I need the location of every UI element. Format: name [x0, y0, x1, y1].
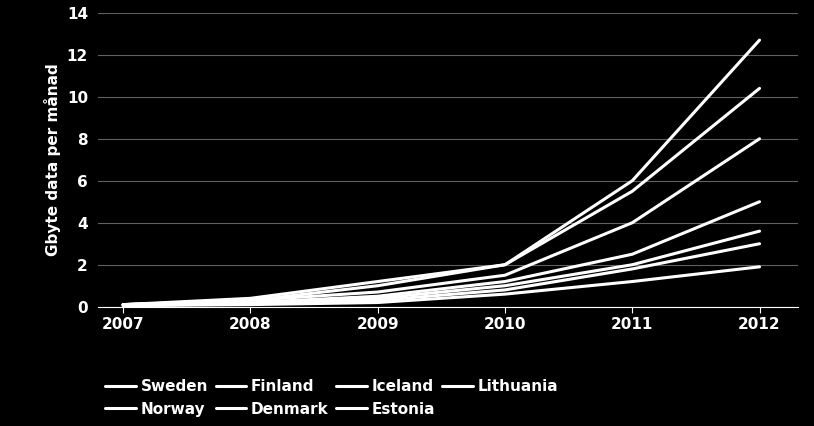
Denmark — [118, 302, 128, 307]
Finland — [246, 298, 256, 303]
Sweden — [373, 283, 383, 288]
Iceland — [755, 229, 764, 234]
Denmark — [755, 199, 764, 204]
Estonia — [373, 298, 383, 303]
Lithuania — [500, 291, 510, 296]
Finland — [500, 273, 510, 278]
Estonia — [246, 301, 256, 306]
Iceland — [246, 300, 256, 305]
Lithuania — [755, 264, 764, 269]
Iceland — [118, 302, 128, 307]
Line: Lithuania: Lithuania — [123, 267, 759, 306]
Denmark — [628, 252, 637, 257]
Line: Sweden: Sweden — [123, 40, 759, 305]
Sweden — [500, 262, 510, 267]
Norway — [628, 189, 637, 194]
Lithuania — [373, 300, 383, 305]
Estonia — [500, 288, 510, 293]
Estonia — [755, 241, 764, 246]
Sweden — [755, 37, 764, 43]
Finland — [118, 302, 128, 307]
Sweden — [246, 298, 256, 303]
Finland — [628, 220, 637, 225]
Finland — [373, 290, 383, 295]
Line: Finland: Finland — [123, 139, 759, 305]
Sweden — [118, 302, 128, 307]
Norway — [246, 296, 256, 301]
Denmark — [246, 300, 256, 305]
Norway — [755, 86, 764, 91]
Line: Denmark: Denmark — [123, 202, 759, 305]
Lithuania — [118, 303, 128, 308]
Line: Norway: Norway — [123, 88, 759, 305]
Lithuania — [246, 302, 256, 307]
Norway — [118, 302, 128, 307]
Denmark — [500, 279, 510, 284]
Iceland — [628, 262, 637, 267]
Norway — [500, 262, 510, 267]
Line: Estonia: Estonia — [123, 244, 759, 306]
Legend: Sweden, Norway, Finland, Denmark, Iceland, Estonia, Lithuania: Sweden, Norway, Finland, Denmark, Icelan… — [105, 379, 558, 417]
Denmark — [373, 294, 383, 299]
Line: Iceland: Iceland — [123, 231, 759, 305]
Y-axis label: Gbyte data per månad: Gbyte data per månad — [44, 63, 61, 256]
Iceland — [500, 283, 510, 288]
Estonia — [118, 303, 128, 308]
Finland — [755, 136, 764, 141]
Norway — [373, 279, 383, 284]
Sweden — [628, 178, 637, 183]
Estonia — [628, 266, 637, 271]
Iceland — [373, 296, 383, 301]
Lithuania — [628, 279, 637, 284]
